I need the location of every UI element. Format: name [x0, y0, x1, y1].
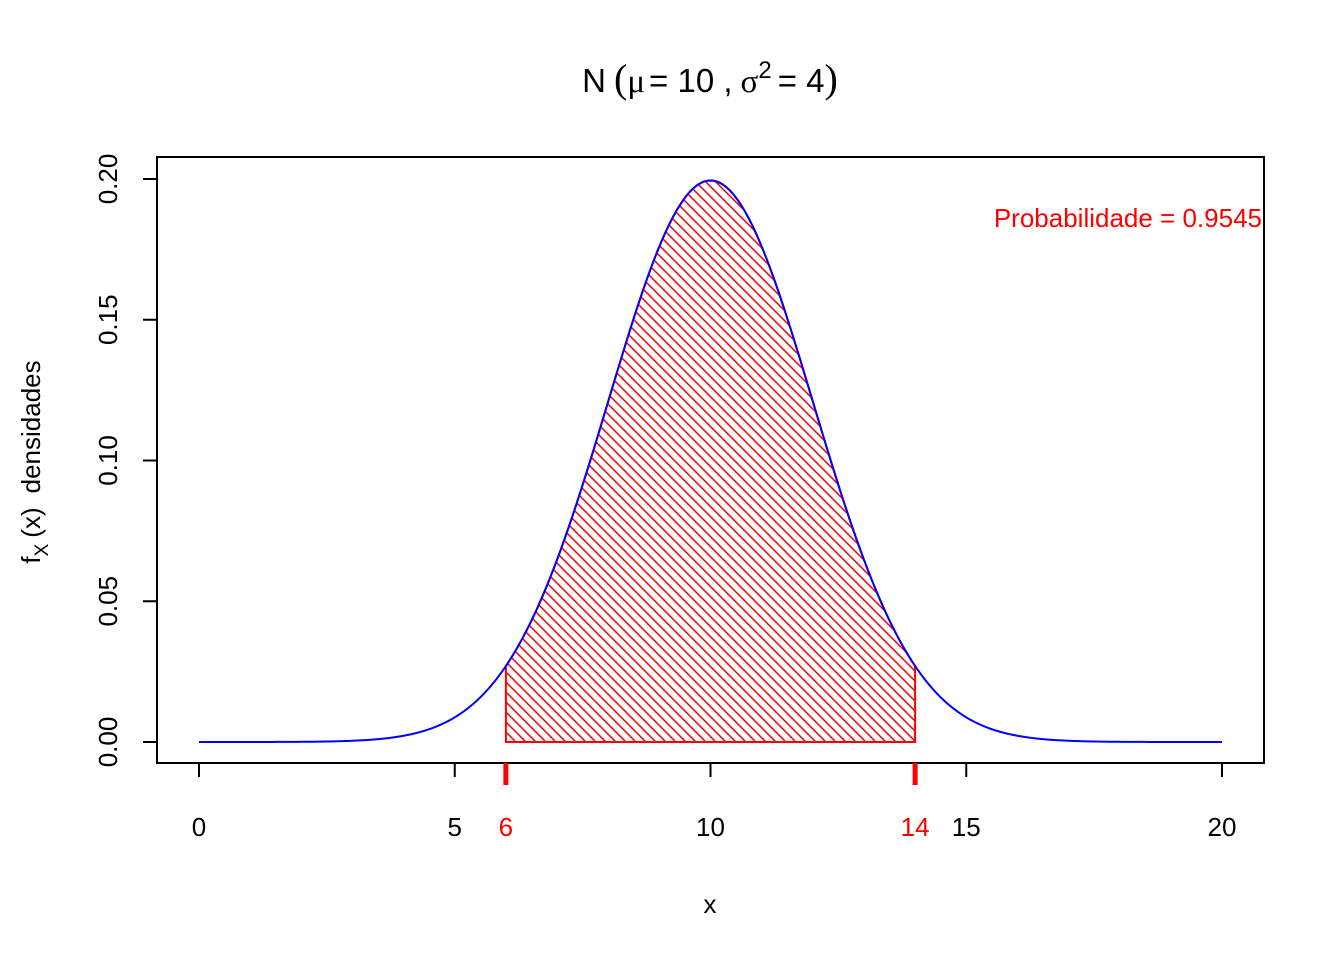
region-from-label: 6 [499, 812, 513, 842]
x-tick-label: 5 [448, 812, 462, 842]
density-curve [199, 179, 1222, 743]
y-label-arg: (x) [16, 507, 46, 537]
y-axis: 0.00 0.05 0.10 0.15 0.20 [93, 154, 158, 768]
x-tick-label: 20 [1208, 812, 1237, 842]
y-tick-label: 0.20 [93, 154, 123, 205]
y-label-word: densidades [16, 360, 46, 493]
chart-title: N (μ = 10 , σ2 = 4) [582, 56, 838, 101]
y-axis-label: fX (x) densidades [16, 360, 53, 563]
shaded-region [504, 179, 917, 743]
title-sigma-symbol: σ [741, 64, 759, 100]
probability-annotation: Probabilidade = 0.9545 [994, 203, 1262, 233]
y-tick-label: 0.10 [93, 435, 123, 486]
y-tick-label: 0.00 [93, 717, 123, 768]
y-label-f: f [16, 556, 46, 564]
y-label-subscript: X [32, 543, 53, 556]
title-sigma-sup: 2 [758, 57, 771, 84]
region-hatching [505, 180, 916, 743]
x-tick-label: 10 [696, 812, 725, 842]
x-tick-label: 15 [952, 812, 981, 842]
plot-frame [156, 156, 1265, 764]
title-mu-symbol: μ [627, 64, 645, 100]
x-axis: 0 5 10 15 20 [192, 762, 1237, 842]
title-open-paren: ( [614, 56, 627, 101]
region-bound-marks: 6 14 [499, 763, 930, 842]
x-axis-label: x [704, 889, 717, 919]
y-tick-label: 0.15 [93, 294, 123, 345]
title-sigma-eq: = 4 [778, 62, 825, 99]
region-to-label: 14 [901, 812, 930, 842]
x-tick-label: 0 [192, 812, 206, 842]
y-tick-label: 0.05 [93, 576, 123, 627]
title-prefix: N [582, 62, 606, 99]
title-close-paren: ) [824, 56, 837, 101]
title-mu-eq: = 10 , [649, 62, 732, 99]
region-outline [504, 179, 917, 743]
